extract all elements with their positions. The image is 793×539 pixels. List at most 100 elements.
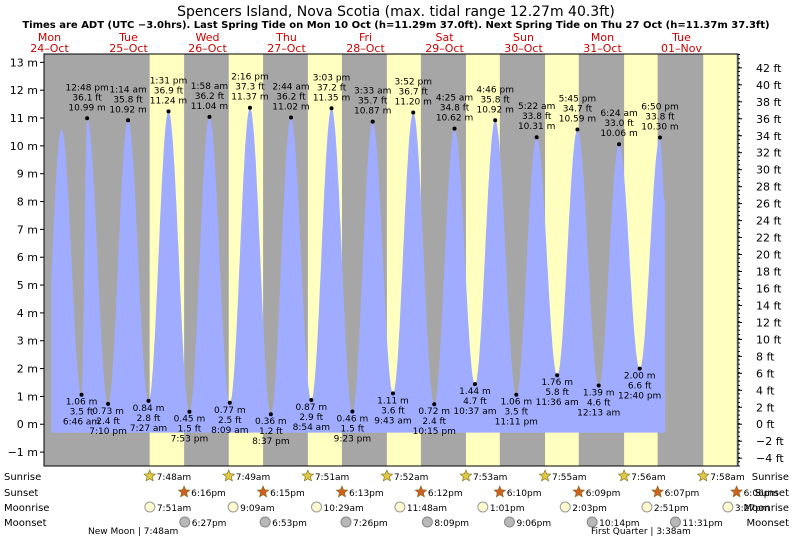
day-name: Mon [591,31,614,44]
moonrise-time: 3:27pm [735,504,770,514]
row-label-right: Sunrise [752,472,789,483]
tide-label: 33.8 ft [645,113,675,123]
tide-curve [51,107,666,433]
tide-label: 1.2 ft [259,427,283,437]
day-name: Tue [671,31,691,44]
tide-label: 10.92 m [109,105,146,115]
sunset-time: 6:15pm [270,489,305,499]
moonset-time: 7:26pm [353,519,388,529]
tide-point [493,118,498,123]
tide-point [514,392,519,397]
tide-point [106,401,111,406]
tide-label: 35.8 ft [480,95,510,105]
day-name: Tue [118,31,138,44]
chart-subtitle: Times are ADT (UTC −3.0hrs). Last Spring… [22,20,769,31]
tide-label: 1:14 am [109,85,146,95]
tide-label: 3:33 am [354,87,391,97]
plot-frame [43,53,739,467]
row-label-left: Moonset [4,518,47,529]
tide-label: 1.5 ft [341,424,365,434]
tide-label: 11.37 m [231,93,268,103]
moonrise-icon [641,501,653,513]
day-date: 31–Oct [583,42,622,55]
tide-label: 11.20 m [395,97,432,107]
sunset-icon [730,485,744,498]
moonrise-time: 2:51pm [654,504,689,514]
tide-label: 11.04 m [191,102,228,112]
y-right-tick-label: 4 ft [756,384,775,397]
sunrise-time: 7:49am [236,473,270,483]
tide-label: 0.77 m [214,406,246,416]
tide-label: 11.35 m [313,93,350,103]
tide-point [329,106,334,111]
tide-label: 2.9 ft [299,413,323,423]
sunset-time: 6:12pm [428,489,463,499]
moonset-time: 9:06pm [516,519,551,529]
moonrise-time: 1:01pm [490,504,525,514]
day-date: 25–Oct [109,42,148,55]
tide-label: 6:46 am [63,418,100,428]
sunrise-time: 7:51am [315,473,350,483]
moonrise-icon [227,501,239,513]
tide-label: 6.6 ft [628,382,652,392]
sunrise-icon [459,469,473,482]
tide-point [452,126,457,131]
y-left-tick-label: 0 m [17,418,38,431]
y-left-tick-label: 1 m [17,390,38,403]
tide-label: 6:24 am [600,109,637,119]
sunrise-icon [696,469,710,482]
moonset-icon [259,516,271,528]
tide-point [534,135,539,140]
day-date: 28–Oct [346,42,385,55]
tide-label: 1.39 m [583,389,615,399]
tide-point [370,119,375,124]
tide-label: 35.8 ft [113,95,143,105]
tide-label: 10.62 m [436,114,473,124]
tide-label: 36.1 ft [72,93,102,103]
tide-label: 3.5 ft [504,408,528,418]
moonrise-icon [394,501,406,513]
sunset-icon [177,485,191,498]
tide-point [227,400,232,405]
tide-label: 2:16 pm [231,73,269,83]
sunset-time: 6:13pm [349,489,384,499]
y-right-tick-label: 38 ft [756,96,782,109]
moonrise-icon [144,501,156,513]
tide-point [555,373,560,378]
y-right-tick-label: 42 ft [756,62,782,75]
moonrise-icon [559,501,571,513]
y-right-tick-label: 12 ft [756,316,782,329]
tide-label: 10.06 m [600,129,637,139]
tide-area [51,107,666,433]
sun-moon-events: Sunrise Sunrise Sunset Sunset Moonrise Moonri… [4,469,789,537]
tide-point [288,115,293,120]
tide-label: 1.44 m [459,387,491,397]
tide-label: 1.06 m [66,398,98,408]
tide-label: 7:10 pm [89,427,127,437]
daylight-band [703,54,737,466]
tide-point [617,142,622,147]
y-left-tick-label: 12 m [10,84,38,97]
moonrise-icon [477,501,489,513]
moonrise-time: 10:29am [324,504,364,514]
day-date: 26–Oct [188,42,227,55]
day-date: 24–Oct [30,42,69,55]
chart-title: Spencers Island, Nova Scotia (max. tidal… [177,4,615,20]
tide-point [411,110,416,115]
sunset-time: 6:07pm [665,489,700,499]
tide-label: 34.7 ft [563,104,593,114]
moonrise-icon [722,501,734,513]
tide-point [247,105,252,110]
tide-label: 11:11 pm [495,418,538,428]
tide-point [657,135,662,140]
tide-label: 1.76 m [541,378,573,388]
tide-label: 4.6 ft [587,399,611,409]
moonset-time: 11:31pm [682,519,722,529]
day-date: 30–Oct [504,42,543,55]
tide-point [268,412,273,417]
sunset-time: 6:10pm [507,489,542,499]
tide-label: 33.8 ft [522,112,552,122]
tide-label: 33.0 ft [604,119,634,129]
y-left-tick-label: 9 m [17,168,38,181]
tide-label: 10.59 m [559,114,596,124]
